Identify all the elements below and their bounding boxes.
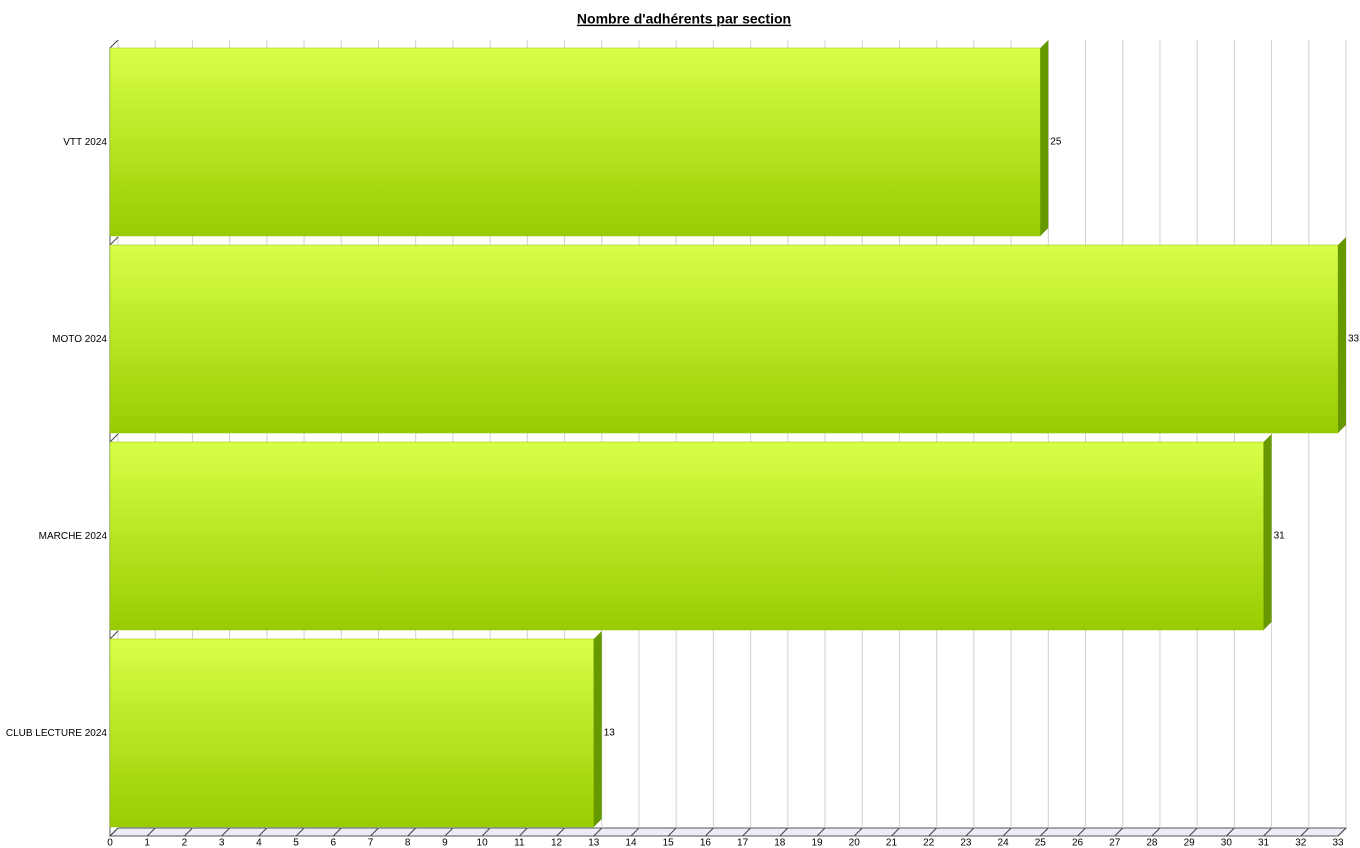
x-tick-mark (481, 827, 491, 837)
x-tick-mark (146, 827, 156, 837)
bar-side (1040, 40, 1049, 236)
x-tick-label: 14 (625, 838, 637, 848)
x-tick-label: 10 (477, 838, 489, 848)
x-tick-label: 12 (551, 838, 563, 848)
x-tick-mark (779, 827, 789, 837)
bar-side (593, 631, 602, 827)
x-tick-label: 16 (700, 838, 712, 848)
x-tick-label: 27 (1109, 838, 1121, 848)
x-tick-label: 9 (442, 838, 448, 848)
bar (109, 638, 595, 828)
bar-side (1263, 434, 1272, 630)
x-tick-label: 33 (1332, 838, 1344, 848)
x-tick-mark (1226, 827, 1235, 837)
x-tick-mark (816, 827, 826, 837)
x-tick-mark (1337, 827, 1347, 837)
x-tick-label: 15 (663, 838, 675, 848)
x-tick-mark (630, 827, 640, 837)
x-tick-label: 25 (1035, 838, 1047, 848)
bar (109, 441, 1264, 631)
x-tick-mark (332, 827, 342, 837)
x-tick-mark (742, 827, 751, 837)
x-tick-mark (184, 827, 193, 837)
x-tick-label: 18 (774, 838, 786, 848)
x-tick-label: 13 (588, 838, 600, 848)
y-tick-label: MARCHE 2024 (39, 531, 108, 542)
x-tick-mark (705, 827, 714, 837)
data-label: 33 (1348, 334, 1360, 345)
x-tick-label: 28 (1146, 838, 1158, 848)
y-tick-label: VTT 2024 (63, 137, 107, 148)
y-tick-label: MOTO 2024 (52, 334, 107, 345)
x-tick-label: 0 (107, 838, 113, 848)
x-tick-mark (407, 827, 417, 837)
chart-title: Nombre d'adhérents par section (577, 11, 791, 27)
x-tick-label: 1 (144, 838, 150, 848)
x-tick-mark (1002, 827, 1012, 837)
data-label: 31 (1274, 531, 1286, 542)
band-marker (109, 433, 119, 443)
x-tick-mark (891, 827, 900, 837)
x-tick-mark (1300, 827, 1310, 837)
x-tick-label: 8 (405, 838, 411, 848)
x-tick-label: 24 (998, 838, 1010, 848)
x-tick-mark (1077, 827, 1086, 837)
x-tick-mark (965, 827, 975, 837)
x-tick-mark (1263, 827, 1272, 837)
y-tick-label: CLUB LECTURE 2024 (6, 728, 108, 739)
x-tick-label: 23 (960, 838, 972, 848)
x-tick-mark (1151, 827, 1161, 837)
bar (109, 47, 1041, 237)
x-tick-mark (370, 827, 379, 837)
x-tick-label: 19 (811, 838, 823, 848)
x-tick-mark (1188, 827, 1198, 837)
x-tick-label: 31 (1258, 838, 1270, 848)
x-tick-mark (556, 827, 565, 837)
x-tick-label: 30 (1221, 838, 1233, 848)
x-tick-mark (221, 827, 230, 837)
x-tick-mark (928, 827, 938, 837)
x-tick-label: 3 (219, 838, 225, 848)
x-tick-mark (295, 827, 305, 837)
bar (109, 244, 1339, 434)
x-tick-mark (258, 827, 268, 837)
x-tick-label: 22 (923, 838, 935, 848)
x-tick-label: 20 (849, 838, 861, 848)
x-tick-label: 26 (1072, 838, 1084, 848)
x-tick-label: 29 (1184, 838, 1196, 848)
x-tick-label: 32 (1295, 838, 1307, 848)
x-tick-mark (1114, 827, 1124, 837)
x-tick-label: 11 (514, 838, 525, 848)
data-label: 25 (1050, 137, 1062, 148)
x-tick-label: 4 (256, 838, 262, 848)
x-tick-mark (518, 827, 528, 837)
floor (108, 827, 1348, 837)
band-marker (109, 630, 119, 640)
band-marker (109, 39, 119, 49)
x-tick-mark (444, 827, 454, 837)
x-tick-label: 7 (368, 838, 374, 848)
x-tick-mark (667, 827, 677, 837)
x-tick-label: 6 (330, 838, 336, 848)
bar-side (1338, 237, 1346, 433)
x-tick-label: 21 (886, 838, 898, 848)
x-tick-mark (1039, 827, 1049, 837)
x-tick-mark (109, 827, 119, 837)
band-marker (109, 236, 119, 246)
x-tick-mark (853, 827, 863, 837)
data-label: 13 (604, 728, 616, 739)
x-tick-label: 2 (182, 838, 188, 848)
x-tick-mark (593, 827, 603, 837)
x-tick-label: 5 (293, 838, 299, 848)
x-tick-label: 17 (737, 838, 749, 848)
